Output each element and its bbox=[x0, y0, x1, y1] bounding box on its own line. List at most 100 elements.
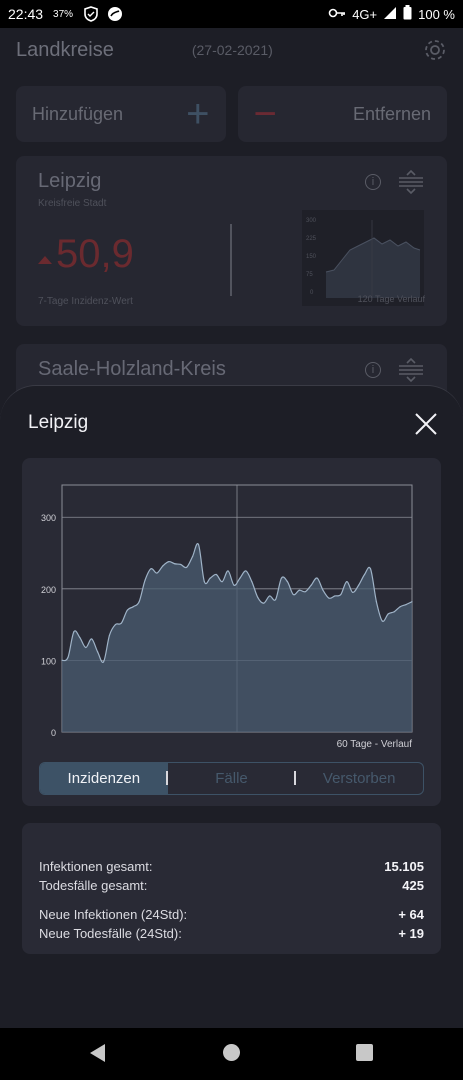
stat-value: 15.105 bbox=[384, 859, 424, 874]
data-point bbox=[114, 624, 116, 626]
tab-deaths-label: Verstorben bbox=[322, 770, 396, 787]
status-battery-small: 37% bbox=[53, 8, 74, 20]
data-point bbox=[233, 584, 235, 586]
incidence-label: 7-Tage Inzidenz-Wert bbox=[38, 296, 133, 307]
data-point bbox=[221, 581, 223, 583]
info-icon[interactable]: i bbox=[365, 174, 381, 190]
gear-icon[interactable] bbox=[423, 38, 447, 62]
data-point bbox=[126, 609, 128, 611]
data-point bbox=[85, 646, 87, 649]
data-point bbox=[132, 606, 134, 608]
data-point bbox=[358, 584, 360, 586]
data-point bbox=[245, 570, 247, 572]
signal-icon bbox=[383, 6, 397, 23]
data-point bbox=[352, 591, 354, 593]
shield-icon bbox=[83, 6, 99, 22]
close-icon[interactable] bbox=[412, 410, 440, 438]
recents-icon[interactable] bbox=[356, 1044, 373, 1061]
data-point bbox=[174, 563, 176, 565]
stat-row: Neue Infektionen (24Std): + 64 bbox=[39, 907, 424, 922]
tab-cases[interactable]: Fälle bbox=[168, 763, 296, 794]
chart-card: 0 100 200 300 60 Tage - Verlauf Inzidenzen F… bbox=[22, 458, 441, 806]
back-icon[interactable] bbox=[90, 1044, 105, 1062]
stat-label: Neue Infektionen (24Std): bbox=[39, 907, 188, 922]
district-card[interactable]: Leipzig Kreisfreie Stadt 50,9 7-Tage Inz… bbox=[16, 156, 447, 326]
data-point bbox=[304, 591, 306, 593]
data-point bbox=[340, 593, 342, 596]
stat-row: Infektionen gesamt: 15.105 bbox=[39, 859, 424, 874]
plus-icon: + bbox=[186, 92, 210, 136]
y-tick-label: 0 bbox=[51, 728, 56, 738]
mini-tick: 75 bbox=[306, 272, 313, 278]
reorder-icon[interactable] bbox=[397, 169, 425, 195]
data-point bbox=[363, 573, 366, 576]
data-point bbox=[61, 659, 63, 662]
data-point bbox=[322, 589, 324, 591]
data-point bbox=[393, 611, 395, 613]
battery-percent: 100 % bbox=[418, 6, 455, 22]
y-tick-label: 100 bbox=[41, 656, 56, 666]
data-point bbox=[144, 579, 146, 581]
data-point bbox=[185, 566, 188, 568]
sheet-title: Leipzig bbox=[28, 412, 89, 433]
remove-label: Entfernen bbox=[352, 103, 431, 124]
tab-bar: Inzidenzen Fälle Verstorben bbox=[39, 762, 424, 795]
network-type: 4G+ bbox=[352, 6, 378, 22]
mini-tick: 225 bbox=[306, 236, 317, 242]
stats-card: Infektionen gesamt: 15.105 Todesfälle ge… bbox=[22, 823, 441, 954]
data-point bbox=[280, 577, 283, 579]
navigation-bar bbox=[0, 1028, 463, 1080]
data-point bbox=[162, 565, 164, 567]
tab-incidences[interactable]: Inzidenzen bbox=[40, 763, 168, 794]
data-point bbox=[251, 581, 253, 583]
series-area bbox=[62, 543, 412, 732]
data-point bbox=[405, 603, 407, 606]
data-point bbox=[257, 596, 259, 599]
status-time: 22:43 bbox=[8, 6, 44, 22]
data-point bbox=[96, 651, 99, 653]
mini-chart-label: 120 Tage Verlauf bbox=[357, 294, 425, 304]
data-point bbox=[274, 598, 277, 601]
stat-value: + 64 bbox=[398, 907, 424, 922]
stat-label: Todesfälle gesamt: bbox=[39, 878, 148, 893]
data-point bbox=[102, 661, 105, 663]
y-tick-label: 300 bbox=[41, 513, 56, 523]
app-title: Landkreise bbox=[16, 38, 114, 61]
battery-icon bbox=[403, 5, 412, 23]
data-point bbox=[387, 613, 389, 615]
district-type: Kreisfreie Stadt bbox=[38, 198, 107, 209]
stat-label: Neue Todesfälle (24Std): bbox=[39, 926, 182, 941]
mini-tick: 300 bbox=[306, 218, 317, 224]
data-point bbox=[346, 581, 348, 583]
data-point bbox=[203, 581, 205, 583]
reorder-icon[interactable] bbox=[397, 357, 425, 383]
stat-value: + 19 bbox=[398, 926, 424, 941]
data-point bbox=[369, 568, 372, 570]
minus-icon: − bbox=[253, 92, 277, 136]
data-point bbox=[120, 622, 122, 624]
remove-button[interactable]: − Entfernen bbox=[237, 86, 447, 142]
data-point bbox=[67, 656, 69, 659]
add-label: Hinzufügen bbox=[32, 103, 124, 124]
action-row: Hinzufügen + − Entfernen bbox=[0, 72, 463, 142]
data-point bbox=[316, 577, 318, 579]
data-point bbox=[138, 601, 140, 603]
app-icon bbox=[107, 6, 123, 22]
add-button[interactable]: Hinzufügen + bbox=[16, 86, 226, 142]
info-icon[interactable]: i bbox=[365, 362, 381, 378]
home-icon[interactable] bbox=[223, 1044, 240, 1061]
status-right: 4G+ 100 % bbox=[328, 5, 455, 23]
district-name: Leipzig bbox=[38, 170, 102, 192]
tab-separator bbox=[166, 771, 168, 785]
app-header: Landkreise (27-02-2021) bbox=[0, 28, 463, 72]
data-point bbox=[209, 577, 211, 579]
data-point bbox=[399, 606, 401, 608]
stat-row: Todesfälle gesamt: 425 bbox=[39, 878, 424, 893]
data-point bbox=[79, 636, 81, 639]
data-point bbox=[191, 555, 194, 558]
tab-deaths[interactable]: Verstorben bbox=[295, 763, 423, 794]
incidence-chart: 0 100 200 300 60 Tage - Verlauf bbox=[41, 484, 413, 750]
data-point bbox=[227, 570, 229, 572]
chart-caption: 60 Tage - Verlauf bbox=[337, 739, 413, 750]
data-point bbox=[168, 561, 170, 563]
